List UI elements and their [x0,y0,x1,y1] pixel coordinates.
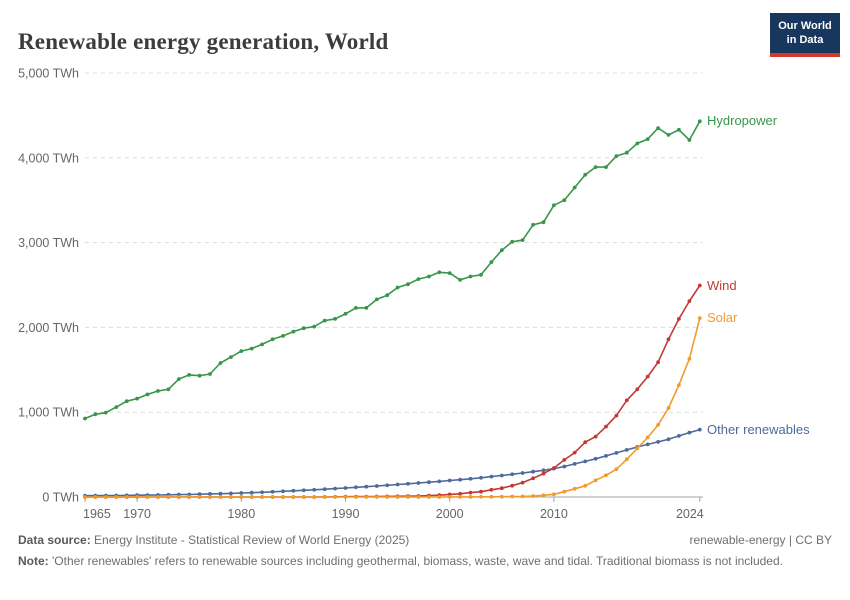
data-source: Data source: Energy Institute - Statisti… [18,533,409,547]
page-title: Renewable energy generation, World [18,29,389,55]
svg-text:4,000 TWh: 4,000 TWh [18,151,79,165]
svg-text:5,000 TWh: 5,000 TWh [18,67,79,81]
series-solar[interactable] [83,316,702,499]
svg-text:0 TWh: 0 TWh [42,491,79,505]
y-axis-labels: 0 TWh 1,000 TWh 2,000 TWh 3,000 TWh 4,000 TW… [18,67,79,505]
owid-logo-line2: in Data [786,34,824,47]
gridlines [85,72,703,413]
x-axis-labels: 1965 1970 1980 1990 2000 2010 2024 [83,507,704,521]
chart-footer: Data source: Energy Institute - Statisti… [18,533,832,570]
note-label: Note: [18,554,49,568]
series-other-renewables[interactable] [83,427,702,498]
svg-text:1970: 1970 [123,507,151,521]
svg-text:2000: 2000 [436,507,464,521]
svg-text:1,000 TWh: 1,000 TWh [18,406,79,420]
series-label-other-renewables[interactable]: Other renewables [707,422,810,437]
owid-logo-line1: Our World [778,20,832,32]
license-text[interactable]: renewable-energy | CC BY [689,533,832,547]
x-axis-ticks [84,497,701,502]
series-wind[interactable] [83,283,702,499]
series-label-hydropower[interactable]: Hydropower [707,113,778,128]
svg-text:2024: 2024 [676,507,704,521]
series-label-wind[interactable]: Wind [707,278,737,293]
data-source-text: Energy Institute - Statistical Review of… [94,533,410,547]
svg-text:3,000 TWh: 3,000 TWh [18,236,79,250]
line-chart[interactable]: 0 TWh 1,000 TWh 2,000 TWh 3,000 TWh 4,000 TW… [0,60,850,530]
svg-text:2,000 TWh: 2,000 TWh [18,321,79,335]
svg-text:2010: 2010 [540,507,568,521]
chart-note: Note: 'Other renewables' refers to renew… [18,552,790,570]
svg-text:1980: 1980 [227,507,255,521]
note-text: 'Other renewables' refers to renewable s… [52,554,783,568]
data-source-label: Data source: [18,533,91,547]
svg-text:1990: 1990 [332,507,360,521]
owid-logo[interactable]: Our World in Data [770,13,840,57]
svg-text:1965: 1965 [83,507,111,521]
series-hydropower[interactable] [83,119,702,421]
series-label-solar[interactable]: Solar [707,310,738,325]
